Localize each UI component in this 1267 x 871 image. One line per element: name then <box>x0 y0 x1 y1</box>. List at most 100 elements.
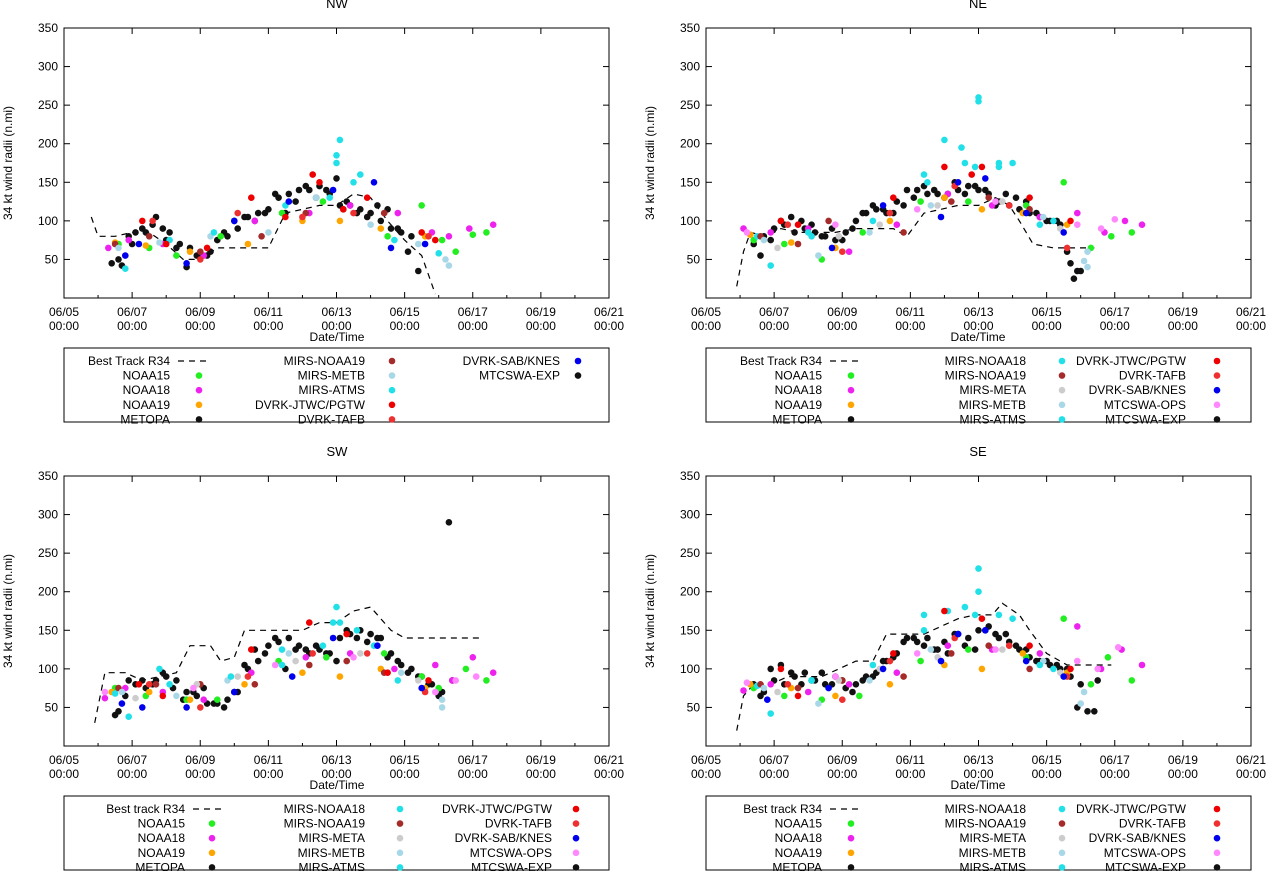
legend-dot-swatch <box>1213 864 1221 871</box>
point-mtcswa-exp <box>961 190 969 198</box>
point-mirs-noaa18 <box>971 611 979 619</box>
point-mirs-metb <box>173 692 180 700</box>
point-mirs-meta <box>774 688 781 696</box>
plot-frame <box>705 475 1252 747</box>
point-mirs-atms <box>210 229 218 236</box>
x-tick-date: 06/17 <box>458 753 488 767</box>
legend-label: MIRS-META <box>299 831 365 845</box>
y-tick-label: 100 <box>680 214 700 228</box>
point-dvrk-jtwc-pgtw <box>941 163 948 171</box>
point-mtcswa-exp <box>302 182 310 190</box>
point-noaa19 <box>1019 650 1027 657</box>
point-mirs-noaa18 <box>1009 159 1016 167</box>
point-noaa18 <box>1138 221 1146 228</box>
point-mtcswa-exp <box>859 209 866 217</box>
x-tick-time: 00:00 <box>594 767 624 781</box>
point-mtcswa-exp <box>787 213 795 221</box>
point-mtcswa-ops <box>432 688 439 696</box>
point-noaa15 <box>1128 677 1136 684</box>
y-tick-label: 50 <box>687 252 701 266</box>
point-mirs-noaa19 <box>197 248 204 255</box>
point-noaa15 <box>1060 615 1067 622</box>
legend-dot-swatch <box>1213 372 1221 379</box>
point-noaa15 <box>1128 229 1136 236</box>
point-metopa <box>924 634 931 642</box>
point-mirs-metb <box>760 236 768 244</box>
point-mtcswa-exp <box>374 634 381 642</box>
legend-dot-swatch <box>847 401 855 409</box>
point-dvrk-sab-knes <box>118 700 126 707</box>
point-dvrk-tafb <box>1005 642 1013 649</box>
x-tick-time: 00:00 <box>321 319 351 333</box>
point-dvrk-tafb <box>350 209 357 217</box>
point-mirs-atms <box>319 642 327 649</box>
legend-dot-swatch <box>847 864 855 871</box>
x-tick-time: 00:00 <box>321 767 351 781</box>
panel-ne: NE5010015020025030035006/0500:0006/0700:… <box>643 0 1266 426</box>
point-mirs-atms <box>920 611 928 619</box>
point-mirs-metb <box>445 262 453 269</box>
point-mtcswa-exp <box>1091 708 1098 715</box>
x-tick-date: 06/05 <box>49 305 79 319</box>
point-dvrk-sab-knes <box>122 252 129 259</box>
point-mirs-noaa19 <box>794 240 802 248</box>
point-mtcswa-exp <box>271 190 279 198</box>
point-dvrk-sab-knes <box>418 684 426 692</box>
point-dvrk-sab-knes <box>879 202 887 209</box>
point-noaa18 <box>1121 217 1129 225</box>
point-mirs-atms <box>995 163 1003 171</box>
x-tick-time: 00:00 <box>458 319 488 333</box>
legend-label: MIRS-NOAA19 <box>945 369 1027 383</box>
point-noaa19 <box>299 669 306 676</box>
point-mtcswa-exp <box>818 233 826 240</box>
point-noaa15 <box>1087 681 1095 688</box>
point-mtcswa-exp <box>115 708 122 715</box>
point-metopa <box>183 688 190 696</box>
plot-area <box>736 94 1146 287</box>
point-dvrk-tafb <box>197 256 204 263</box>
legend-label: MTCSWA-EXP <box>1105 412 1186 426</box>
point-mtcswa-ops <box>1074 657 1081 665</box>
point-mirs-noaa19 <box>1026 665 1033 673</box>
legend-label: NOAA15 <box>775 817 823 831</box>
point-mirs-meta <box>876 221 883 228</box>
point-dvrk-jtwc-pgtw <box>340 206 347 213</box>
point-mtcswa-exp <box>445 519 453 526</box>
point-mirs-atms <box>391 236 398 244</box>
point-mtcswa-exp <box>394 657 402 665</box>
point-dvrk-sab-knes <box>954 630 962 638</box>
point-mirs-meta <box>132 694 139 702</box>
point-dvrk-tafb <box>1063 244 1071 252</box>
x-tick-date: 06/21 <box>594 305 624 319</box>
point-metopa <box>924 190 931 198</box>
point-dvrk-jtwc-pgtw <box>978 163 986 171</box>
point-mirs-noaa18 <box>1050 665 1057 673</box>
point-dvrk-sab-knes <box>231 688 238 696</box>
point-noaa15 <box>1108 233 1115 240</box>
legend-dot-swatch <box>195 401 203 409</box>
legend-dot-swatch <box>572 834 580 842</box>
legend-dot-swatch <box>1058 416 1066 423</box>
point-mirs-atms <box>869 217 877 225</box>
point-mirs-metb <box>1080 257 1088 265</box>
point-metopa <box>265 642 272 649</box>
point-mirs-atms <box>353 627 361 634</box>
point-noaa15 <box>323 654 330 661</box>
point-mtcswa-exp <box>920 642 928 649</box>
legend-dot-swatch <box>572 864 580 871</box>
point-mirs-meta <box>774 244 781 252</box>
point-mirs-atms <box>975 588 982 595</box>
x-tick-date: 06/19 <box>526 305 556 319</box>
point-mtcswa-exp <box>1094 677 1101 684</box>
point-dvrk-sab-knes <box>329 186 337 194</box>
point-noaa19 <box>941 194 948 201</box>
x-tick-time: 00:00 <box>691 319 721 333</box>
point-mirs-metb <box>312 194 320 201</box>
legend-dot-swatch <box>1058 849 1066 857</box>
point-mtcswa-exp <box>859 677 866 684</box>
legend-dot-swatch <box>1058 386 1066 394</box>
point-metopa <box>1077 681 1084 688</box>
y-tick-label: 350 <box>680 21 700 35</box>
point-mtcswa-ops <box>992 646 999 653</box>
x-axis-label: Date/Time <box>310 330 365 344</box>
